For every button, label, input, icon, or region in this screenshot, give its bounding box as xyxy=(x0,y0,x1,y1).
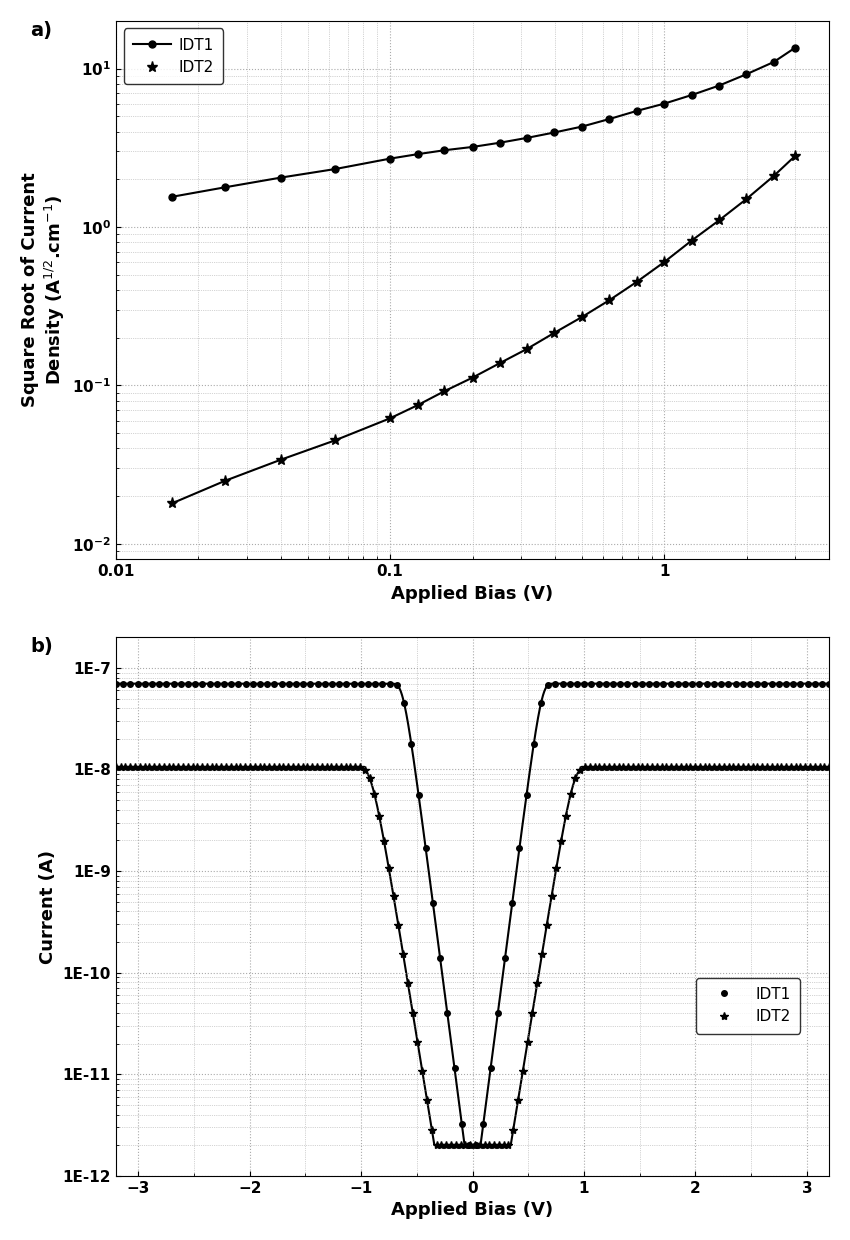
IDT2 xyxy=(110,760,121,775)
IDT1 xyxy=(796,676,806,691)
IDT2 xyxy=(439,383,450,398)
IDT2 xyxy=(330,433,340,448)
IDT2 xyxy=(394,918,404,932)
IDT2 xyxy=(609,760,619,775)
IDT1 xyxy=(522,130,532,145)
IDT2 xyxy=(741,192,751,207)
Y-axis label: Current (A): Current (A) xyxy=(39,849,57,963)
IDT1 xyxy=(330,161,340,176)
IDT2 xyxy=(549,325,559,340)
IDT1 xyxy=(604,112,615,126)
IDT1 xyxy=(790,41,800,56)
IDT1 xyxy=(412,146,422,161)
IDT1 xyxy=(468,139,478,154)
Line: IDT2: IDT2 xyxy=(111,763,833,1149)
IDT1 xyxy=(276,676,286,691)
IDT2 xyxy=(432,1138,442,1153)
IDT2 xyxy=(714,213,724,228)
IDT1 xyxy=(714,78,724,93)
X-axis label: Applied Bias (V): Applied Bias (V) xyxy=(392,584,553,603)
Legend: IDT1, IDT2: IDT1, IDT2 xyxy=(123,29,223,84)
IDT1 xyxy=(464,1138,474,1153)
IDT1 xyxy=(687,88,697,103)
Text: a): a) xyxy=(31,21,53,40)
Line: IDT1: IDT1 xyxy=(113,681,832,1148)
IDT2 xyxy=(495,356,505,371)
IDT1 xyxy=(549,125,559,140)
IDT1 xyxy=(824,676,834,691)
IDT2 xyxy=(687,233,697,248)
IDT2 xyxy=(790,149,800,164)
IDT1 xyxy=(485,1061,496,1076)
IDT1 xyxy=(774,676,784,691)
IDT1 xyxy=(220,180,230,195)
IDT2 xyxy=(705,760,715,775)
IDT2 xyxy=(522,341,532,356)
IDT2 xyxy=(518,1064,528,1079)
IDT1 xyxy=(632,103,642,118)
IDT1 xyxy=(495,135,505,150)
IDT1 xyxy=(768,55,779,69)
Text: b): b) xyxy=(31,637,53,656)
IDT1 xyxy=(741,67,751,82)
IDT2 xyxy=(385,410,395,425)
IDT2 xyxy=(412,398,422,413)
IDT2 xyxy=(167,496,177,511)
IDT2 xyxy=(824,760,834,775)
IDT1 xyxy=(167,190,177,205)
IDT1 xyxy=(577,119,587,134)
IDT2 xyxy=(468,371,478,386)
Line: IDT2: IDT2 xyxy=(167,150,801,508)
IDT2 xyxy=(220,474,230,489)
IDT2 xyxy=(345,760,355,775)
IDT1 xyxy=(247,676,258,691)
Legend: IDT1, IDT2: IDT1, IDT2 xyxy=(696,977,800,1033)
IDT1 xyxy=(276,170,286,185)
IDT2 xyxy=(768,169,779,184)
IDT1 xyxy=(110,676,121,691)
IDT2 xyxy=(276,453,286,467)
IDT1 xyxy=(385,151,395,166)
IDT2 xyxy=(489,1138,499,1153)
IDT2 xyxy=(632,274,642,289)
IDT1 xyxy=(659,97,669,112)
IDT2 xyxy=(604,293,615,308)
IDT1 xyxy=(543,677,553,692)
IDT2 xyxy=(577,310,587,325)
X-axis label: Applied Bias (V): Applied Bias (V) xyxy=(392,1202,553,1219)
IDT2 xyxy=(659,254,669,269)
Line: IDT1: IDT1 xyxy=(168,45,798,201)
Y-axis label: Square Root of Current
Density (A$^{1/2}$.cm$^{-1}$): Square Root of Current Density (A$^{1/2}… xyxy=(21,172,66,408)
IDT1 xyxy=(439,143,450,157)
